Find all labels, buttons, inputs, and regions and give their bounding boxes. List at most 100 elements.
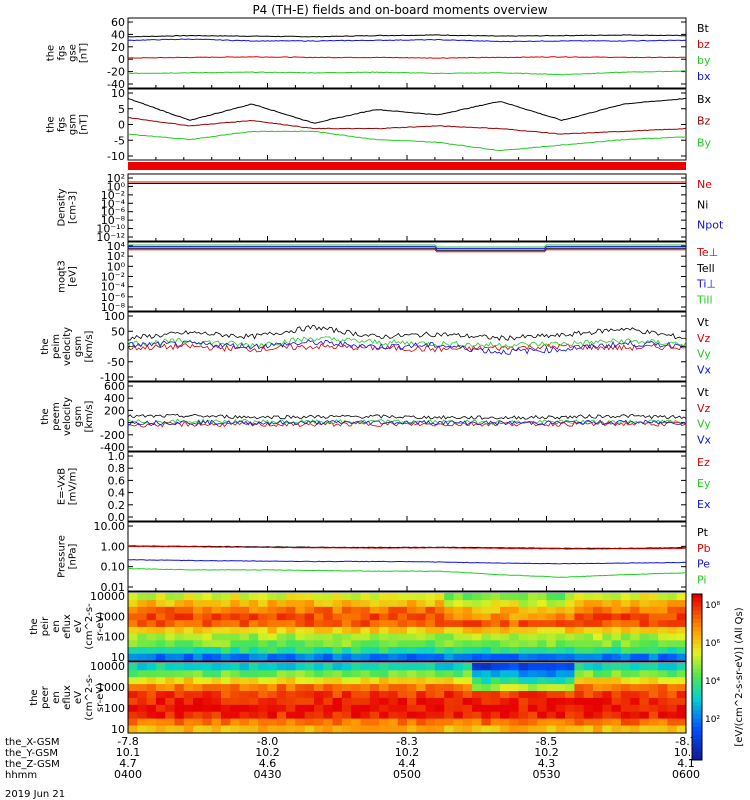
heatmap-cell xyxy=(648,718,659,726)
x-value-y_gsm: 10.2 xyxy=(255,746,280,759)
heatmap-cell xyxy=(509,639,519,647)
y-tick-label: 0.10 xyxy=(101,561,126,574)
heatmap-cell xyxy=(276,669,287,678)
colorbar-segment xyxy=(692,677,702,682)
legend-Ez: Ez xyxy=(697,456,710,469)
heatmap-cell xyxy=(555,606,566,614)
series-Vx xyxy=(127,339,687,355)
heatmap-cell xyxy=(658,683,668,691)
heatmap-cell xyxy=(137,690,147,698)
heatmap-cell xyxy=(546,646,557,654)
heatmap-cell xyxy=(648,599,659,607)
heatmap-cell xyxy=(341,683,352,691)
heatmap-cell xyxy=(146,599,157,607)
heatmap-cell xyxy=(546,593,557,601)
heatmap-cell xyxy=(165,718,175,726)
heatmap-cell xyxy=(146,626,157,634)
heatmap-cell xyxy=(137,599,147,607)
heatmap-cell xyxy=(397,646,408,654)
x-value-z_gsm: 4.3 xyxy=(538,757,556,770)
heatmap-cell xyxy=(527,663,538,671)
heatmap-cell xyxy=(565,725,575,733)
heatmap-cell xyxy=(341,690,352,698)
heatmap-cell xyxy=(286,599,296,607)
heatmap-cell xyxy=(462,626,473,634)
heatmap-cell xyxy=(295,646,306,654)
heatmap-cell xyxy=(155,619,166,627)
heatmap-cell xyxy=(453,725,464,733)
panel-frame xyxy=(127,17,687,89)
heatmap-cell xyxy=(379,690,389,698)
y-tick-label: -5 xyxy=(114,134,125,147)
heatmap-cell xyxy=(425,619,436,627)
heatmap-cell xyxy=(379,697,389,705)
heatmap-cell xyxy=(267,690,278,698)
heatmap-cell xyxy=(174,606,185,614)
x-value-y_gsm: 10.1 xyxy=(116,746,141,759)
heatmap-cell xyxy=(444,683,454,691)
heatmap-cell xyxy=(379,725,389,733)
heatmap-cell xyxy=(611,669,622,678)
heatmap-cell xyxy=(397,619,408,627)
y-axis-label-line: fgs xyxy=(57,117,68,132)
heatmap-cell xyxy=(369,663,380,671)
y-tick-label: -40 xyxy=(107,78,125,91)
heatmap-cell xyxy=(165,653,175,661)
heatmap-cell xyxy=(155,613,166,621)
y-tick-label: 10000 xyxy=(90,660,125,673)
heatmap-cell xyxy=(193,690,203,698)
colorbar-segment xyxy=(692,739,702,744)
heatmap-cell xyxy=(667,704,678,712)
heatmap-cell xyxy=(509,626,519,634)
heatmap-cell xyxy=(230,690,240,698)
colorbar-tick-label: 10⁶ xyxy=(705,639,720,649)
heatmap-cell xyxy=(546,711,557,719)
y-tick-label: 100 xyxy=(104,310,125,323)
heatmap-cell xyxy=(137,633,147,641)
heatmap-cell xyxy=(155,663,166,671)
heatmap-cell xyxy=(509,697,519,705)
y-tick-label: 0.8 xyxy=(108,462,126,475)
panel-frame xyxy=(127,521,687,592)
heatmap-cell xyxy=(314,646,324,654)
heatmap-cell xyxy=(574,711,585,719)
heatmap-cell xyxy=(211,663,222,671)
colorbar-segment xyxy=(692,623,702,628)
heatmap-cell xyxy=(407,697,417,705)
y-tick-label: -400 xyxy=(100,441,125,454)
heatmap-cell xyxy=(323,697,333,705)
heatmap-cell xyxy=(314,683,324,691)
heatmap-cell xyxy=(137,626,147,634)
heatmap-cell xyxy=(258,663,268,671)
heatmap-cell xyxy=(221,704,231,712)
heatmap-cell xyxy=(295,683,306,691)
heatmap-cell xyxy=(462,619,473,627)
colorbar-segment xyxy=(692,685,702,690)
heatmap-cell xyxy=(611,711,622,719)
heatmap-cell xyxy=(323,683,333,691)
heatmap-cell xyxy=(221,613,231,621)
heatmap-cell xyxy=(416,683,426,691)
panel-frame xyxy=(127,173,687,242)
panel-fgs_gsm: 10 5 0 -5 -10 thefgsgsm[nT] Bx Bz By xyxy=(46,87,712,163)
heatmap-cell xyxy=(500,599,510,607)
heatmap-cell xyxy=(462,599,473,607)
heatmap-cell xyxy=(397,653,408,661)
heatmap-cell xyxy=(230,599,240,607)
heatmap-cell xyxy=(258,697,268,705)
colorbar-segment xyxy=(692,614,702,620)
heatmap-cell xyxy=(574,593,585,601)
heatmap-cell xyxy=(165,606,175,614)
colorbar-segment xyxy=(692,743,702,749)
y-tick-label: 10² xyxy=(107,250,125,263)
heatmap-cell xyxy=(183,606,194,614)
heatmap-cell xyxy=(602,646,612,654)
colorbar-segment xyxy=(692,652,702,657)
heatmap-cell xyxy=(276,683,287,691)
heatmap-cell xyxy=(183,725,194,733)
heatmap-cell xyxy=(583,599,594,607)
heatmap-cell xyxy=(351,613,361,621)
heatmap-cell xyxy=(295,593,306,601)
heatmap-cell xyxy=(202,718,213,726)
